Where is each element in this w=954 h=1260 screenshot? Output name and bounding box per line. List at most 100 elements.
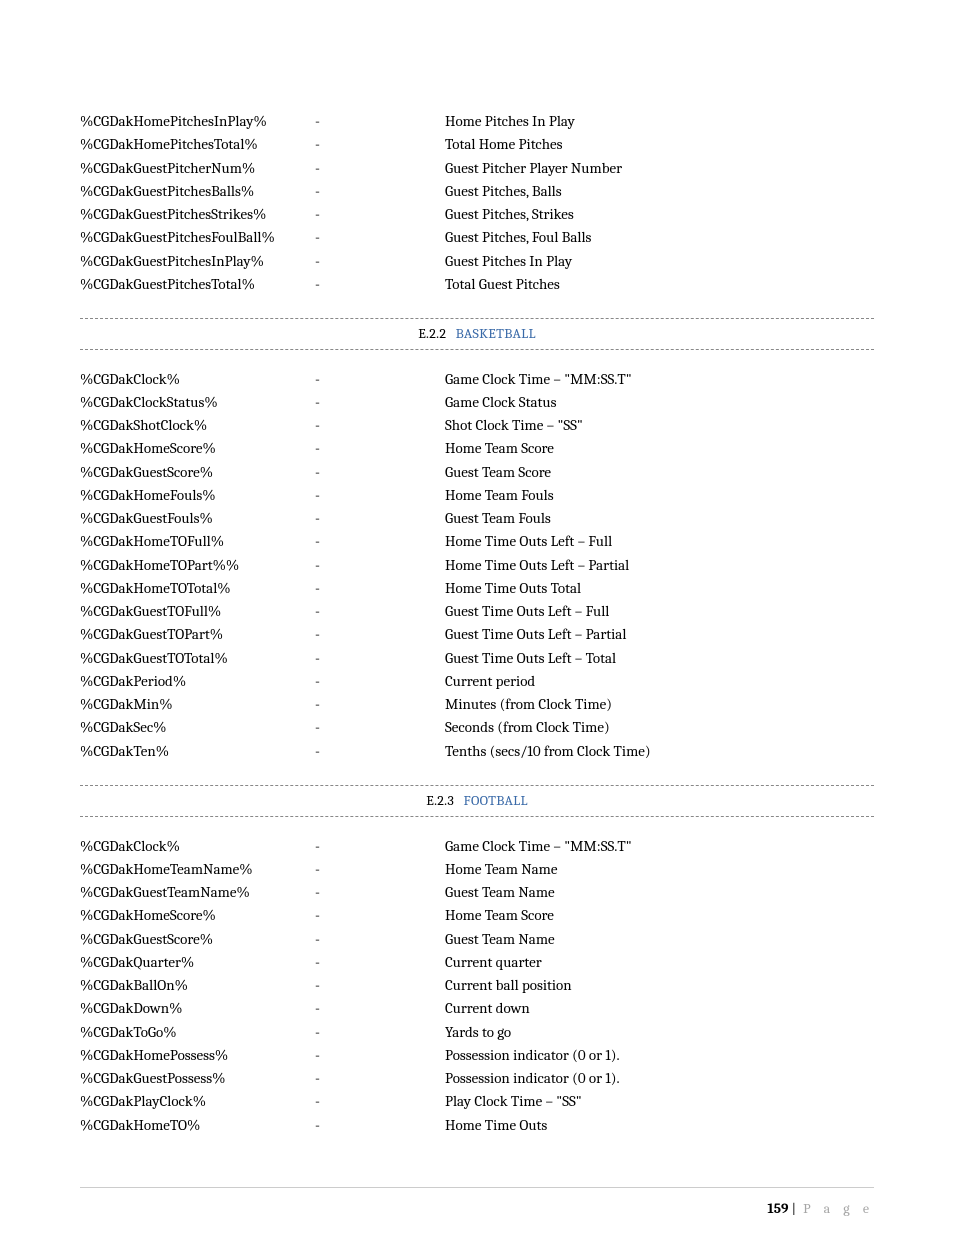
footer-separator: | [789,1200,800,1217]
dash-separator: - [315,904,445,927]
dash-separator: - [315,647,445,670]
dash-separator: - [315,858,445,881]
variable-desc: Seconds (from Clock Time) [445,716,874,739]
variable-desc: Play Clock Time – "SS" [445,1090,874,1113]
dash-separator: - [315,716,445,739]
variable-name: %CGDakGuestPitchesInPlay% [80,250,315,273]
variable-name: %CGDakClock% [80,835,315,858]
variable-desc: Guest Pitcher Player Number [445,157,874,180]
variable-name: %CGDakHomeFouls% [80,484,315,507]
dash-separator: - [315,203,445,226]
table-row: %CGDakQuarter%-Current quarter [80,951,874,974]
dash-separator: - [315,577,445,600]
section-top: %CGDakHomePitchesInPlay%-Home Pitches In… [80,110,874,296]
table-row: %CGDakPlayClock%-Play Clock Time – "SS" [80,1090,874,1113]
variable-name: %CGDakGuestPitchesStrikes% [80,203,315,226]
variable-name: %CGDakDown% [80,997,315,1020]
table-row: %CGDakGuestPitchesFoulBall%-Guest Pitche… [80,226,874,249]
variable-name: %CGDakHomeTeamName% [80,858,315,881]
variable-name: %CGDakHomePitchesTotal% [80,133,315,156]
table-row: %CGDakHomeTOTotal%-Home Time Outs Total [80,577,874,600]
section-title: BASKETBALL [456,325,536,342]
table-row: %CGDakHomeScore%-Home Team Score [80,904,874,927]
table-row: %CGDakClock%-Game Clock Time – "MM:SS.T" [80,368,874,391]
variable-desc: Guest Team Fouls [445,507,874,530]
dash-separator: - [315,997,445,1020]
section-number: E.2.3 [426,792,454,809]
variable-name: %CGDakHomeScore% [80,904,315,927]
variable-desc: Guest Pitches, Foul Balls [445,226,874,249]
variable-desc: Guest Pitches, Strikes [445,203,874,226]
variable-desc: Shot Clock Time – "SS" [445,414,874,437]
variable-desc: Guest Team Score [445,461,874,484]
variable-desc: Guest Time Outs Left – Full [445,600,874,623]
dash-separator: - [315,157,445,180]
dash-separator: - [315,623,445,646]
section-basketball: %CGDakClock%-Game Clock Time – "MM:SS.T"… [80,368,874,763]
table-row: %CGDakHomePitchesTotal%-Total Home Pitch… [80,133,874,156]
variable-name: %CGDakGuestScore% [80,928,315,951]
table-row: %CGDakGuestTOFull%-Guest Time Outs Left … [80,600,874,623]
variable-name: %CGDakGuestTOTotal% [80,647,315,670]
dash-separator: - [315,133,445,156]
dash-separator: - [315,180,445,203]
table-row: %CGDakGuestTeamName%-Guest Team Name [80,881,874,904]
variable-desc: Minutes (from Clock Time) [445,693,874,716]
dash-separator: - [315,1067,445,1090]
variable-desc: Home Team Score [445,437,874,460]
table-row: %CGDakClock%-Game Clock Time – "MM:SS.T" [80,835,874,858]
dash-separator: - [315,250,445,273]
dash-separator: - [315,1114,445,1137]
table-row: %CGDakHomeScore%-Home Team Score [80,437,874,460]
dash-separator: - [315,110,445,133]
dash-separator: - [315,414,445,437]
variable-desc: Yards to go [445,1021,874,1044]
variable-desc: Possession indicator (0 or 1). [445,1067,874,1090]
dash-separator: - [315,1021,445,1044]
table-row: %CGDakGuestScore%-Guest Team Name [80,928,874,951]
variable-desc: Game Clock Time – "MM:SS.T" [445,835,874,858]
dash-separator: - [315,461,445,484]
dash-separator: - [315,835,445,858]
dash-separator: - [315,368,445,391]
table-row: %CGDakShotClock%-Shot Clock Time – "SS" [80,414,874,437]
variable-desc: Current down [445,997,874,1020]
table-row: %CGDakHomeFouls%-Home Team Fouls [80,484,874,507]
dash-separator: - [315,1044,445,1067]
variable-name: %CGDakHomeTOTotal% [80,577,315,600]
dash-separator: - [315,740,445,763]
table-row: %CGDakGuestPitchesInPlay%-Guest Pitches … [80,250,874,273]
variable-name: %CGDakClock% [80,368,315,391]
section-football: %CGDakClock%-Game Clock Time – "MM:SS.T"… [80,835,874,1137]
variable-name: %CGDakGuestScore% [80,461,315,484]
variable-desc: Guest Pitches In Play [445,250,874,273]
variable-name: %CGDakBallOn% [80,974,315,997]
section-number: E.2.2 [418,325,446,342]
table-row: %CGDakDown%-Current down [80,997,874,1020]
variable-desc: Current period [445,670,874,693]
variable-name: %CGDakHomeTOFull% [80,530,315,553]
variable-name: %CGDakHomeTOPart%% [80,554,315,577]
variable-name: %CGDakHomeScore% [80,437,315,460]
variable-name: %CGDakToGo% [80,1021,315,1044]
dash-separator: - [315,530,445,553]
table-row: %CGDakGuestScore%-Guest Team Score [80,461,874,484]
variable-name: %CGDakGuestPitchesFoulBall% [80,226,315,249]
variable-name: %CGDakGuestPitcherNum% [80,157,315,180]
table-row: %CGDakHomeTOFull%-Home Time Outs Left – … [80,530,874,553]
variable-name: %CGDakGuestPitchesTotal% [80,273,315,296]
table-row: %CGDakGuestFouls%-Guest Team Fouls [80,507,874,530]
dash-separator: - [315,693,445,716]
dash-separator: - [315,554,445,577]
dash-separator: - [315,507,445,530]
variable-desc: Guest Pitches, Balls [445,180,874,203]
table-row: %CGDakToGo%-Yards to go [80,1021,874,1044]
variable-name: %CGDakPeriod% [80,670,315,693]
table-row: %CGDakGuestPitchesTotal%-Total Guest Pit… [80,273,874,296]
table-row: %CGDakMin%-Minutes (from Clock Time) [80,693,874,716]
dash-separator: - [315,951,445,974]
variable-name: %CGDakGuestPitchesBalls% [80,180,315,203]
table-row: %CGDakGuestPitcherNum%-Guest Pitcher Pla… [80,157,874,180]
variable-desc: Guest Team Name [445,881,874,904]
table-row: %CGDakBallOn%-Current ball position [80,974,874,997]
